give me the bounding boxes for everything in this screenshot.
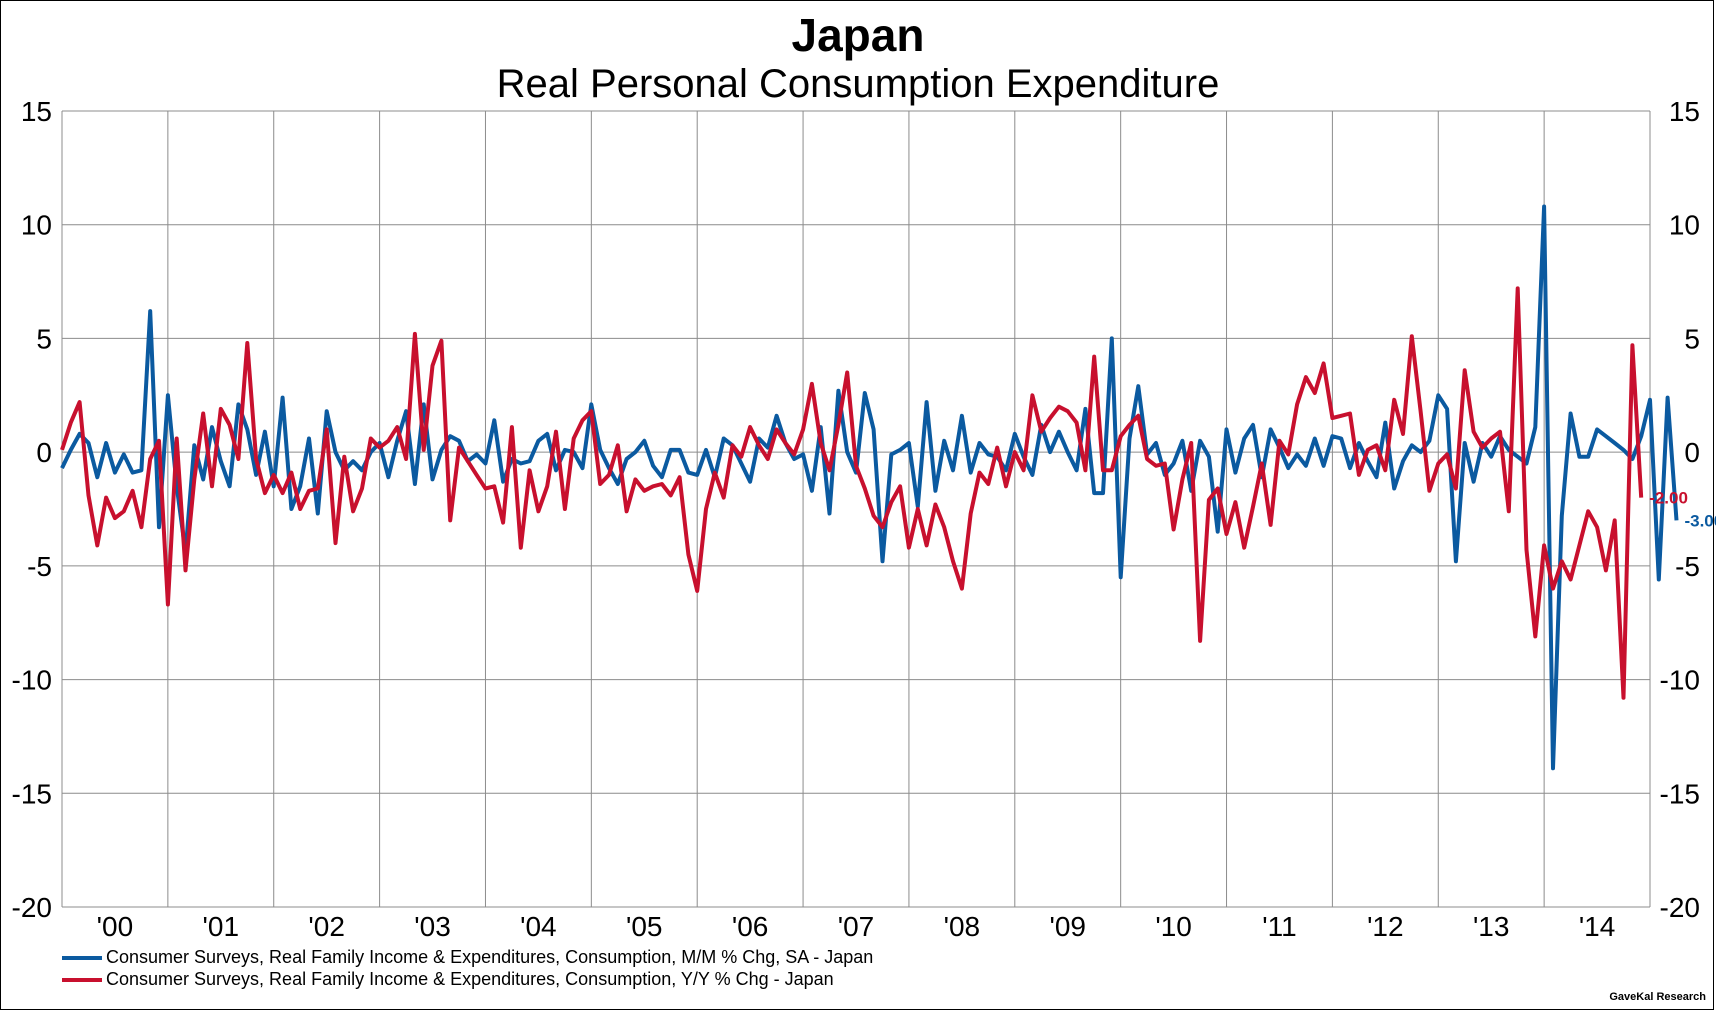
y-tick-label-left: -10 bbox=[12, 665, 52, 696]
x-tick-label: '09 bbox=[1049, 911, 1086, 942]
x-tick-label: '10 bbox=[1155, 911, 1192, 942]
y-tick-label-right: -15 bbox=[1660, 778, 1700, 809]
x-tick-label: '12 bbox=[1367, 911, 1404, 942]
y-tick-label-left: -15 bbox=[12, 778, 52, 809]
legend-item-mm: Consumer Surveys, Real Family Income & E… bbox=[62, 947, 873, 968]
legend-swatch-mm bbox=[62, 956, 102, 961]
y-tick-label-right: -5 bbox=[1675, 551, 1700, 582]
chart-title: Japan bbox=[791, 9, 925, 61]
x-tick-label: '01 bbox=[203, 911, 240, 942]
legend-swatch-yy bbox=[62, 978, 102, 983]
x-tick-label: '04 bbox=[520, 911, 557, 942]
y-tick-label-right: -10 bbox=[1660, 665, 1700, 696]
series-line-mm bbox=[60, 204, 1679, 771]
chart-subtitle: Real Personal Consumption Expenditure bbox=[496, 62, 1220, 106]
series-line-yy bbox=[60, 286, 1644, 700]
x-tick-label: '11 bbox=[1262, 911, 1296, 942]
y-tick-label-left: 0 bbox=[36, 437, 52, 468]
y-tick-label-left: -20 bbox=[12, 892, 52, 923]
y-tick-label-right: 10 bbox=[1669, 210, 1700, 241]
y-tick-label-right: -20 bbox=[1660, 892, 1700, 923]
legend-label-yy: Consumer Surveys, Real Family Income & E… bbox=[106, 969, 834, 989]
legend-label-mm: Consumer Surveys, Real Family Income & E… bbox=[106, 947, 874, 967]
x-tick-label: '03 bbox=[414, 911, 451, 942]
x-tick-label: '06 bbox=[732, 911, 769, 942]
x-tick-label: '07 bbox=[838, 911, 875, 942]
x-tick-label: '00 bbox=[97, 911, 134, 942]
legend-item-yy: Consumer Surveys, Real Family Income & E… bbox=[62, 969, 834, 990]
x-tick-label: '08 bbox=[944, 911, 981, 942]
end-label-mm: -3.00 bbox=[1684, 511, 1716, 530]
y-tick-label-right: 0 bbox=[1684, 437, 1700, 468]
y-tick-label-left: 10 bbox=[21, 210, 52, 241]
x-tick-label: '05 bbox=[626, 911, 663, 942]
x-tick-label: '02 bbox=[308, 911, 345, 942]
x-tick-label: '14 bbox=[1579, 911, 1616, 942]
y-tick-label-left: -5 bbox=[27, 551, 52, 582]
y-tick-label-left: 5 bbox=[36, 323, 52, 354]
source-credit: GaveKal Research bbox=[1609, 991, 1706, 1003]
end-label-yy: -2.00 bbox=[1649, 489, 1688, 508]
y-tick-label-right: 5 bbox=[1684, 323, 1700, 354]
x-tick-label: '13 bbox=[1473, 911, 1510, 942]
y-tick-label-left: 15 bbox=[21, 96, 52, 127]
y-tick-label-right: 15 bbox=[1669, 96, 1700, 127]
